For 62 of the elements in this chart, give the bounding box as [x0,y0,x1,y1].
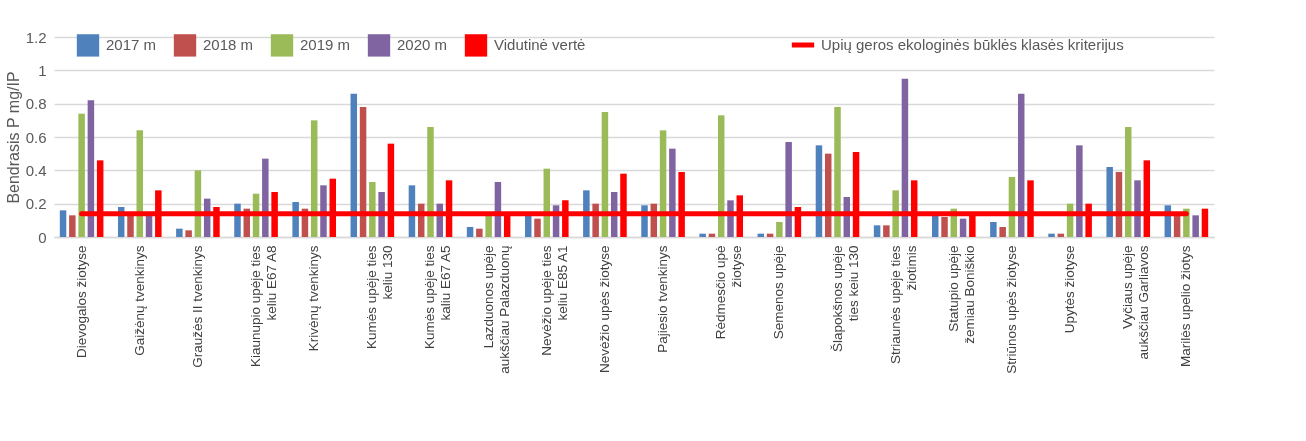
bar [999,227,1006,237]
x-tick-label: Marilės upelio žiotys [1178,245,1194,368]
bar [883,225,890,237]
bar [69,215,76,237]
y-tick-label: 0.6 [25,128,47,146]
bar [873,225,881,237]
bar [320,185,327,237]
bar [59,210,67,237]
bar [262,158,269,237]
bar [127,213,134,237]
bar [378,192,385,237]
x-tick-label: Nevėžio upės žiotyse [596,245,612,374]
legend-label: 2018 m [203,36,254,54]
bar [1106,167,1113,237]
bar [427,127,434,237]
bar [1076,145,1083,237]
bar [785,142,792,237]
y-tick-label: 1.2 [25,28,47,46]
bar [369,182,376,237]
legend-label: Upių geros ekologinės būklės klasės kriterijus [821,36,1124,53]
bar [959,218,967,237]
y-tick-label: 0.8 [25,95,47,113]
x-tick-label: Gaižėnų tvenkinys [131,245,147,356]
bar [990,222,997,237]
y-tick-label: 0.2 [25,195,47,213]
bar [776,222,783,237]
x-tick-label: Vyčiaus upėje aukščiau Garliavos [1120,245,1152,360]
x-tick-label: Dievogalos žiotyse [73,245,89,359]
bar [485,213,492,237]
x-tick-label: Krivėnų tvenkinys [306,245,322,352]
bar [1134,180,1141,237]
legend-label: 2017 m [106,36,157,54]
x-tick-label: Rėdmesčio upė žiotyse [713,245,745,340]
y-axis-title: Bendrasis P mg/IP [4,71,22,204]
y-tick-label: 1 [38,61,47,79]
legend-label: Vidutinė vertė [494,36,586,54]
bar [1201,208,1209,237]
bar [176,228,183,237]
legend-label: 2020 m [397,36,448,54]
x-tick-label: Graužės II tvenkinys [189,245,205,368]
y-tick-label: 0.4 [25,161,47,179]
bar [699,233,706,237]
x-tick-label: Semenos upėje [771,245,787,340]
x-tick-label: Pajiesio tvenkinys [655,245,671,353]
bar [834,107,841,237]
y-tick-label: 0 [38,228,47,246]
bar [1048,233,1055,237]
bar [669,148,676,237]
legend-label: 2019 m [300,36,351,54]
x-tick-label: Upytės žiotyse [1062,245,1078,334]
bar [534,218,541,237]
bar [78,113,85,237]
bar [466,227,474,237]
x-tick-label: Kumės upėje ties keliu 130 [364,245,396,350]
x-tick-label: Kiaunupio upėje ties keliu E67 A8 [248,245,280,368]
bar [892,190,899,237]
x-tick-label: Šlapokšnos upėje ties keiu 130 [829,245,861,353]
bar [941,217,948,237]
bar [1192,215,1199,237]
x-tick-label: Striūnos upės žiotyse [1003,245,1019,374]
bar [185,230,192,237]
bar [476,228,483,237]
